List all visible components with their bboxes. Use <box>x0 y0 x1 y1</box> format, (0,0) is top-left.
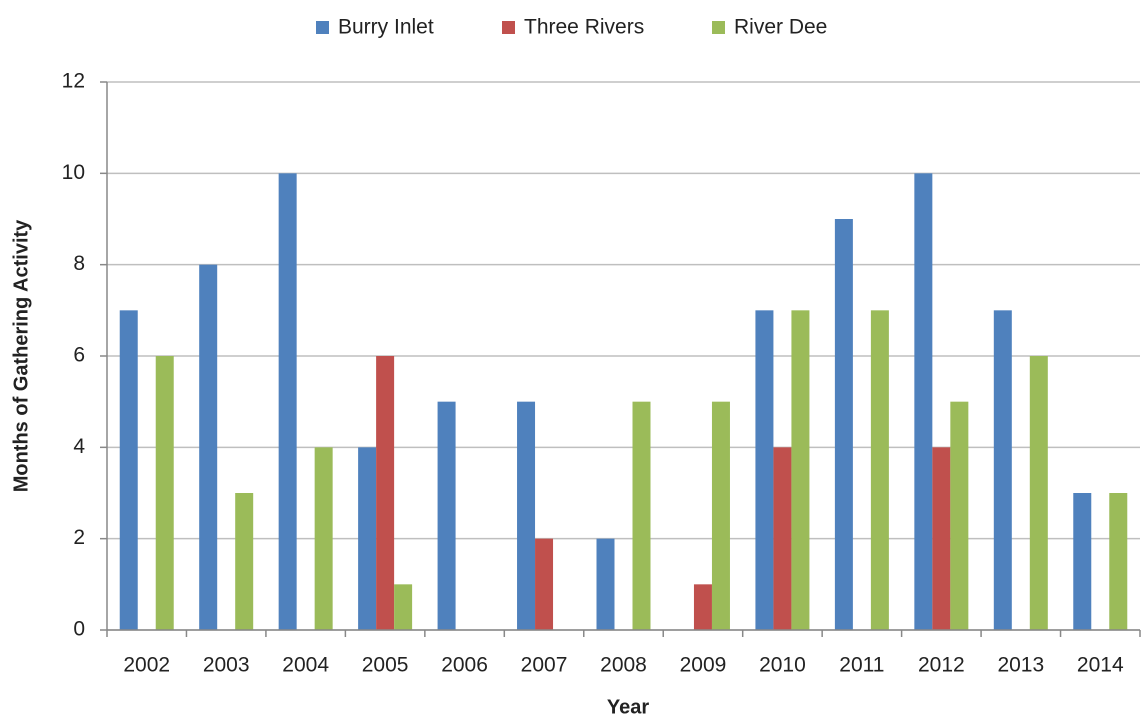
bar <box>870 310 889 630</box>
y-axis-label: Months of Gathering Activity <box>10 219 32 492</box>
x-tick-label: 2011 <box>839 654 884 677</box>
bar <box>1073 493 1092 630</box>
bar <box>711 401 730 630</box>
y-tick-label: 8 <box>73 252 85 275</box>
legend-swatch <box>316 21 329 34</box>
bar <box>932 447 951 630</box>
bar <box>235 493 254 630</box>
bar <box>155 356 174 630</box>
x-tick-label: 2012 <box>918 654 965 677</box>
bar <box>394 584 413 630</box>
legend-label: Burry Inlet <box>338 16 434 39</box>
x-axis-label: Year <box>607 696 649 718</box>
bar <box>1029 356 1048 630</box>
bar <box>791 310 810 630</box>
legend-swatch <box>712 21 725 34</box>
bar <box>517 401 536 630</box>
legend-swatch <box>502 21 515 34</box>
bar <box>119 310 138 630</box>
y-tick-label: 10 <box>62 161 85 184</box>
legend-label: River Dee <box>734 16 827 39</box>
bar <box>437 401 456 630</box>
x-tick-label: 2006 <box>441 654 488 677</box>
x-tick-label: 2003 <box>203 654 250 677</box>
bar <box>755 310 774 630</box>
x-tick-label: 2004 <box>282 654 329 677</box>
x-tick-label: 2010 <box>759 654 806 677</box>
y-tick-label: 2 <box>73 526 85 549</box>
bar <box>993 310 1012 630</box>
x-tick-label: 2007 <box>521 654 568 677</box>
x-tick-label: 2002 <box>123 654 170 677</box>
x-tick-label: 2009 <box>680 654 727 677</box>
x-tick-label: 2008 <box>600 654 647 677</box>
bar <box>693 584 712 630</box>
bar <box>314 447 333 630</box>
bar <box>199 264 218 630</box>
x-tick-label: 2013 <box>997 654 1044 677</box>
bar <box>914 173 933 631</box>
bar <box>1109 493 1128 630</box>
bar <box>632 401 651 630</box>
bar <box>596 538 615 630</box>
bar <box>834 219 853 630</box>
y-tick-label: 6 <box>73 344 85 367</box>
bar <box>358 447 377 630</box>
y-tick-label: 0 <box>73 618 85 641</box>
x-tick-label: 2005 <box>362 654 409 677</box>
bar <box>278 173 297 631</box>
y-tick-label: 12 <box>62 70 85 93</box>
y-tick-label: 4 <box>73 435 85 458</box>
bar <box>950 401 969 630</box>
bar <box>535 538 554 630</box>
bar <box>376 356 395 630</box>
x-tick-label: 2014 <box>1077 654 1124 677</box>
legend-label: Three Rivers <box>524 16 644 39</box>
bar <box>773 447 792 630</box>
